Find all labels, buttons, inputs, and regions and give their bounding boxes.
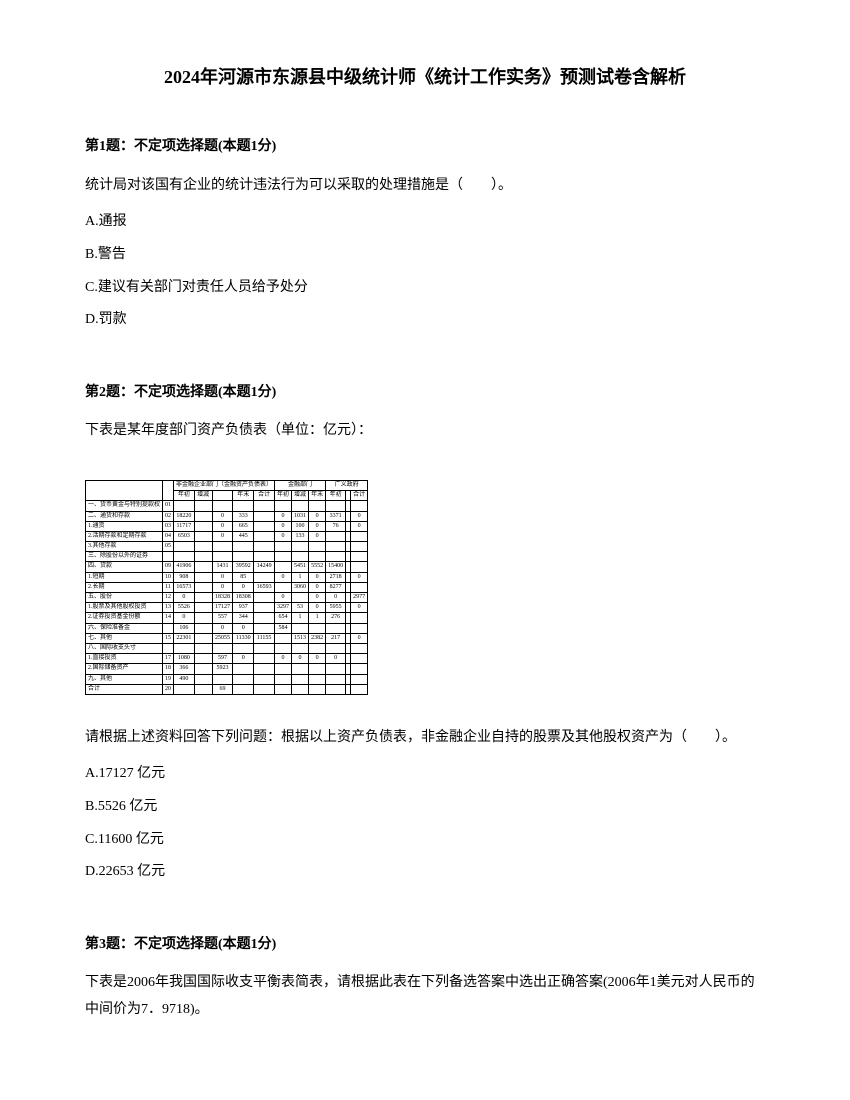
balance-sheet-table: 非金融企业部门（金融资产负债表）金融部门广义政府年初增减年末合计年初增减年末年初… xyxy=(85,480,765,695)
q1-text: 统计局对该国有企业的统计违法行为可以采取的处理措施是（ ）。 xyxy=(85,173,765,200)
page-title: 2024年河源市东源县中级统计师《统计工作实务》预测试卷含解析 xyxy=(85,60,765,94)
q2-followup: 请根据上述资料回答下列问题：根据以上资产负债表，非金融企业自持的股票及其他股权资… xyxy=(85,725,765,752)
q1-option-a: A.通报 xyxy=(85,209,765,236)
q1-option-c: C.建议有关部门对责任人员给予处分 xyxy=(85,275,765,302)
q3-text: 下表是2006年我国国际收支平衡表简表，请根据此表在下列备选答案中选出正确答案(… xyxy=(85,970,765,1023)
q2-option-c: C.11600 亿元 xyxy=(85,827,765,854)
q2-option-b: B.5526 亿元 xyxy=(85,794,765,821)
q1-option-b: B.警告 xyxy=(85,242,765,269)
q2-header: 第2题：不定项选择题(本题1分) xyxy=(85,380,765,407)
q1-option-d: D.罚款 xyxy=(85,307,765,334)
q2-text: 下表是某年度部门资产负债表（单位：亿元）： xyxy=(85,418,765,445)
q2-option-d: D.22653 亿元 xyxy=(85,859,765,886)
q3-header: 第3题：不定项选择题(本题1分) xyxy=(85,932,765,959)
q1-header: 第1题：不定项选择题(本题1分) xyxy=(85,134,765,161)
q2-option-a: A.17127 亿元 xyxy=(85,761,765,788)
